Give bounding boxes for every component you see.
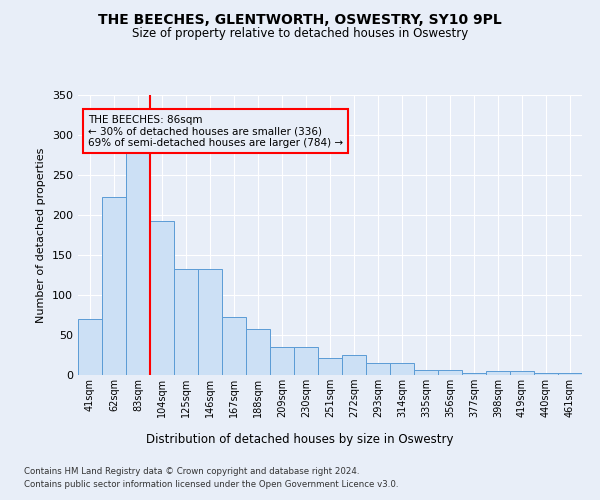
Bar [270,347,294,375]
Text: Contains public sector information licensed under the Open Government Licence v3: Contains public sector information licen… [24,480,398,489]
Bar [198,270,222,375]
Text: THE BEECHES: 86sqm
← 30% of detached houses are smaller (336)
69% of semi-detach: THE BEECHES: 86sqm ← 30% of detached hou… [88,114,343,148]
Bar [174,270,198,375]
Text: Distribution of detached houses by size in Oswestry: Distribution of detached houses by size … [146,432,454,446]
Text: Contains HM Land Registry data © Crown copyright and database right 2024.: Contains HM Land Registry data © Crown c… [24,468,359,476]
Bar [78,319,102,375]
Bar [558,374,582,375]
Bar [462,372,486,375]
Bar [126,148,150,375]
Bar [342,355,366,375]
Bar [438,370,462,375]
Bar [366,363,390,375]
Bar [150,222,174,375]
Bar [294,347,318,375]
Bar [222,318,246,375]
Bar [534,374,558,375]
Text: THE BEECHES, GLENTWORTH, OSWESTRY, SY10 9PL: THE BEECHES, GLENTWORTH, OSWESTRY, SY10 … [98,12,502,26]
Bar [390,363,414,375]
Bar [486,371,510,375]
Y-axis label: Number of detached properties: Number of detached properties [37,148,46,322]
Bar [510,371,534,375]
Bar [246,330,270,375]
Bar [102,198,126,375]
Bar [414,370,438,375]
Text: Size of property relative to detached houses in Oswestry: Size of property relative to detached ho… [132,28,468,40]
Bar [318,358,342,375]
